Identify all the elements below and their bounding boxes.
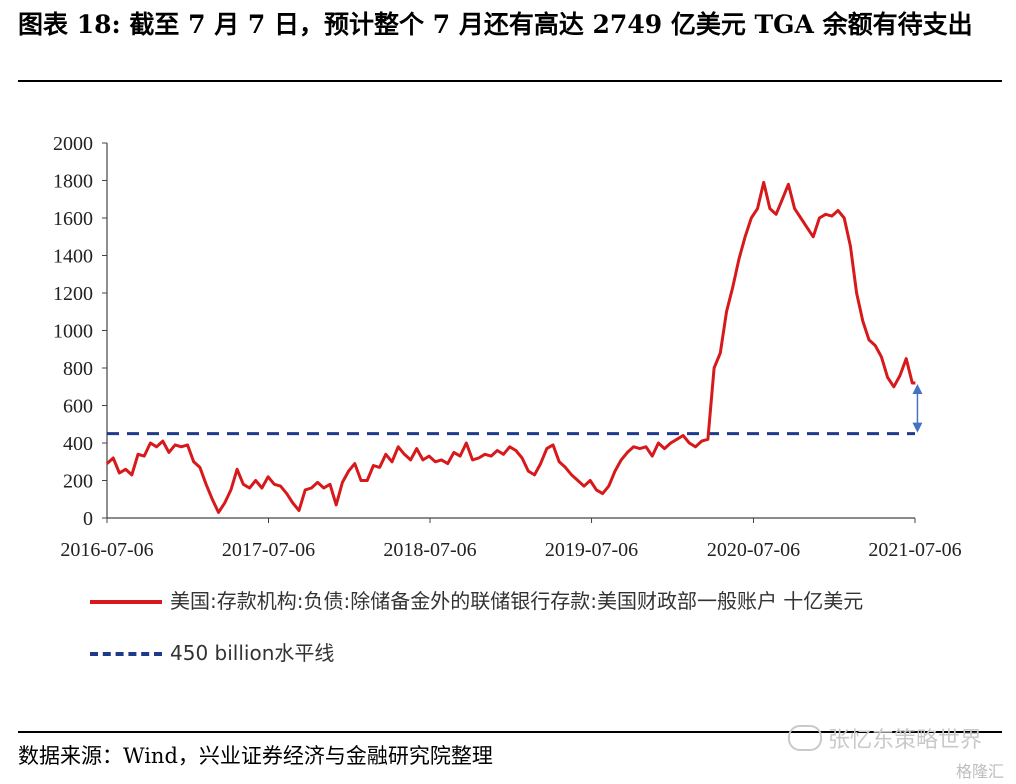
- y-tick-label: 800: [63, 358, 93, 380]
- data-source-note: 数据来源：Wind，兴业证券经济与金融研究院整理: [18, 744, 493, 768]
- x-tick-label: 2021-07-06: [868, 539, 961, 561]
- x-tick-label: 2018-07-06: [383, 539, 476, 561]
- x-tick-label: 2019-07-06: [545, 539, 638, 561]
- legend-item-tga: 美国:存款机构:负债:除储备金外的联储银行存款:美国财政部一般账户 十亿美元: [90, 586, 960, 616]
- watermark: 张忆东策略世界: [787, 722, 982, 754]
- series-tga-line: [105, 180, 916, 514]
- y-tick-label: 0: [83, 508, 93, 530]
- y-tick-label: 1800: [53, 171, 93, 193]
- legend-swatch-dashed-blue: [90, 652, 162, 656]
- y-tick-label: 1000: [53, 321, 93, 343]
- y-tick-label: 1400: [53, 246, 93, 268]
- x-tick-label: 2016-07-06: [60, 539, 153, 561]
- tga-line-chart: 0 200 400 600 800 1000 1200 1400 1600 1800 2000 201…: [53, 133, 962, 561]
- figure-title: 图表 18: 截至 7 月 7 日，预计整个 7 月还有高达 2749 亿美元 …: [18, 10, 973, 39]
- y-tick-label: 1200: [53, 283, 93, 305]
- x-tick-label: 2017-07-06: [222, 539, 315, 561]
- y-tick-label: 600: [63, 396, 93, 418]
- wechat-icon: [787, 725, 822, 751]
- y-tick-label: 400: [63, 433, 93, 455]
- y-tick-label: 2000: [53, 133, 93, 155]
- title-divider: [18, 80, 1002, 82]
- legend-item-threshold: 450 billion水平线: [90, 638, 960, 668]
- x-tick-label: 2020-07-06: [707, 539, 800, 561]
- legend-label-tga: 美国:存款机构:负债:除储备金外的联储银行存款:美国财政部一般账户 十亿美元: [170, 589, 864, 613]
- footer-divider: [18, 731, 1002, 733]
- watermark-text: 张忆东策略世界: [827, 728, 982, 753]
- watermark-secondary: 格隆汇: [955, 762, 1004, 781]
- chart-legend: 美国:存款机构:负债:除储备金外的联储银行存款:美国财政部一般账户 十亿美元 4…: [90, 586, 960, 668]
- y-tick-label: 1600: [53, 208, 93, 230]
- legend-swatch-solid-red: [90, 600, 162, 604]
- legend-label-threshold: 450 billion水平线: [170, 641, 335, 665]
- y-tick-label: 200: [63, 471, 93, 493]
